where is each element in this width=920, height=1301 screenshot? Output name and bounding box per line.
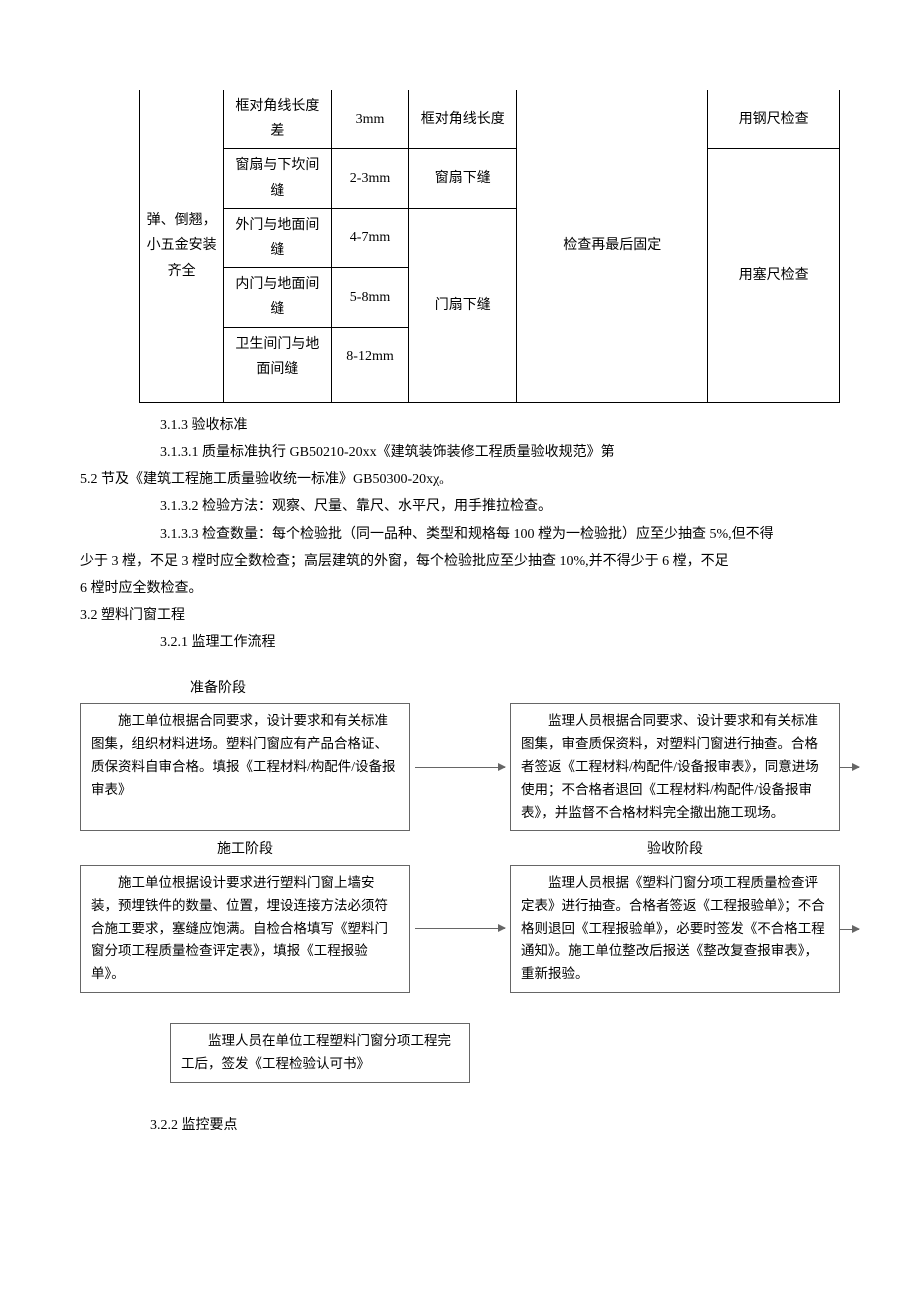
table-cell-col5: 检查再最后固定 (517, 90, 708, 402)
flowchart: 准备阶段 施工单位根据合同要求，设计要求和有关标准图集，组织材料进场。塑料门窗应… (80, 676, 840, 1084)
table-cell: 内门与地面间缝 (224, 268, 332, 327)
flow-box-4: 监理人员根据《塑料门窗分项工程质量检查评定表》进行抽查。合格者签返《工程报验单》… (510, 865, 840, 994)
table-cell-blank (80, 90, 140, 402)
inspection-table: 弹、倒翘，小五金安装齐全 框对角线长度差 3mm 框对角线长度 检查再最后固定 … (80, 90, 840, 403)
flow-box-5: 监理人员在单位工程塑料门窗分项工程完工后，签发《工程检验认可书》 (170, 1023, 470, 1083)
table-cell: 框对角线长度差 (224, 90, 332, 149)
phase-label-accept: 验收阶段 (510, 837, 840, 862)
para-3133c: 6 樘时应全数检查。 (80, 576, 840, 601)
para-3131b: 5.2 节及《建筑工程施工质量验收统一标准》GB50300-20xχₒ (80, 467, 840, 492)
para-3131: 3.1.3.1 质量标准执行 GB50210-20xx《建筑装饰装修工程质量验收… (80, 440, 840, 465)
table-cell: 用塞尺检查 (708, 149, 840, 403)
flow-arrow (415, 865, 505, 994)
arrow-out-icon (839, 929, 859, 930)
table-cell: 门扇下缝 (409, 208, 517, 402)
table-cell: 卫生间门与地面间缝 (224, 327, 332, 402)
heading-313: 3.1.3 验收标准 (80, 413, 840, 438)
table-cell: 4-7mm (331, 208, 409, 267)
para-3133b: 少于 3 樘，不足 3 樘时应全数检查；高层建筑的外窗，每个检验批应至少抽查 1… (80, 549, 840, 574)
table-cell: 框对角线长度 (409, 90, 517, 149)
table-cell: 8-12mm (331, 327, 409, 402)
para-3132: 3.1.3.2 检验方法：观察、尺量、靠尺、水平尺，用手推拉检查。 (80, 494, 840, 519)
arrow-out-icon (839, 767, 859, 768)
flow-box-2: 监理人员根据合同要求、设计要求和有关标准图集，审查质保资料，对塑料门窗进行抽查。… (510, 703, 840, 832)
heading-32: 3.2 塑料门窗工程 (80, 603, 840, 628)
flow-box-1: 施工单位根据合同要求，设计要求和有关标准图集，组织材料进场。塑料门窗应有产品合格… (80, 703, 410, 832)
table-cell: 窗扇与下坎间缝 (224, 149, 332, 208)
table-cell-col1: 弹、倒翘，小五金安装齐全 (140, 90, 224, 402)
heading-322: 3.2.2 监控要点 (80, 1113, 840, 1138)
table-cell: 窗扇下缝 (409, 149, 517, 208)
para-3133a: 3.1.3.3 检查数量：每个检验批（同一品种、类型和规格每 100 樘为一检验… (80, 522, 840, 547)
table-cell: 5-8mm (331, 268, 409, 327)
flow-arrow (415, 703, 505, 832)
table-cell: 用钢尺检查 (708, 90, 840, 149)
table-cell: 3mm (331, 90, 409, 149)
phase-label-prepare: 准备阶段 (80, 676, 410, 701)
phase-label-construct: 施工阶段 (80, 837, 410, 862)
table-cell: 外门与地面间缝 (224, 208, 332, 267)
heading-321: 3.2.1 监理工作流程 (80, 630, 840, 655)
flow-box-3: 施工单位根据设计要求进行塑料门窗上墙安装，预埋铁件的数量、位置，埋设连接方法必须… (80, 865, 410, 994)
table-cell: 2-3mm (331, 149, 409, 208)
